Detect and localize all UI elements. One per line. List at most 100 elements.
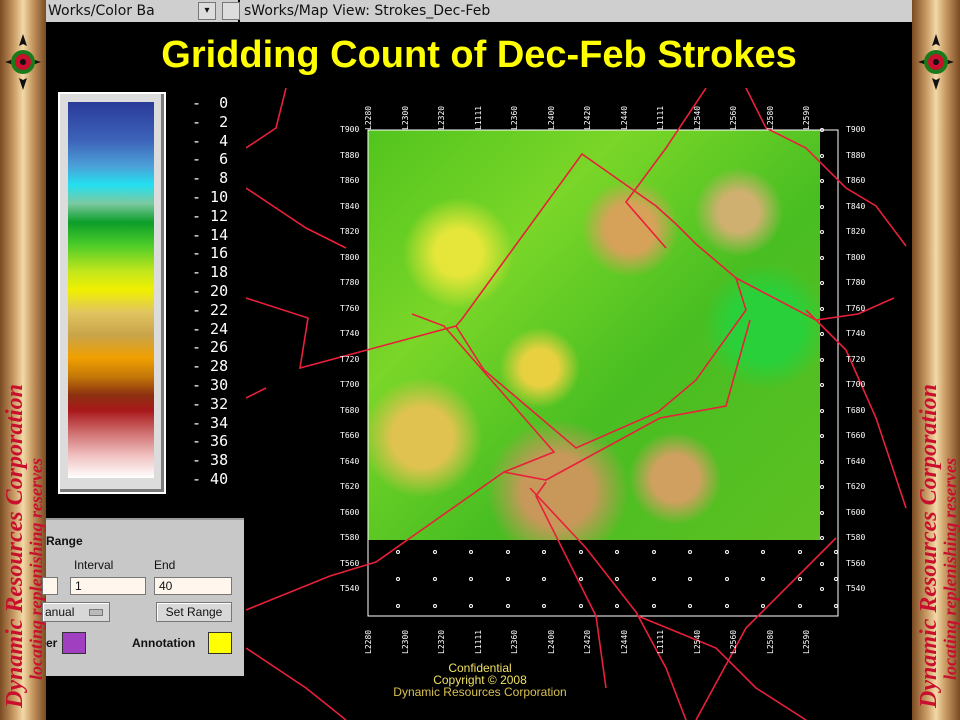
grid-node [615,604,619,608]
grid-node [820,179,824,183]
x-axis-label-bottom: L2580 [765,629,775,654]
border-color-swatch[interactable] [62,632,86,654]
y-axis-label-left: T820 [340,227,360,236]
x-axis-label-bottom: L2400 [546,629,556,654]
banner-company-name: Dynamic Resources Corporation [2,384,29,708]
grid-node [834,577,838,581]
y-axis-label-left: T780 [340,278,360,287]
grid-node [820,255,824,260]
grid-node [797,604,802,608]
y-axis-label-right: T860 [846,176,866,185]
page-title: Gridding Count of Dec-Feb Strokes [46,22,912,88]
map-overlay [246,88,907,720]
window-menu-button[interactable]: ▾ [198,2,216,20]
colorbar-tick-label: - 16 [192,244,229,263]
set-range-button[interactable]: Set Range [156,602,232,622]
grid-node [688,577,692,581]
y-axis-label-right: T760 [846,303,866,313]
colorbar-window-titlebar[interactable]: Works/Color Ba ▾ [46,0,238,23]
grid-node [820,230,824,234]
footer-line3: Dynamic Resources Corporation [393,685,567,699]
colorbar-tick-label: - 0 [192,94,229,112]
y-axis-label-right: T800 [846,252,866,262]
stroke-count-heatmap [368,130,820,540]
annotation-color-swatch[interactable] [208,632,232,654]
start-field[interactable] [42,577,58,595]
mapview-window-title: sWorks/Map View: Strokes_Dec-Feb [244,3,491,19]
colorbar-tick-label: - 40 [192,470,229,488]
grid-node [820,281,824,285]
grid-node [820,485,824,489]
y-axis-label-right: T640 [846,456,866,466]
grid-node [578,604,583,608]
colorbar-tick-label: - 12 [192,206,229,225]
mode-select-value: anual [45,605,75,619]
y-axis-label-left: T700 [340,380,360,389]
x-axis-label-top: L2560 [729,105,738,130]
y-axis-label-right: T580 [846,533,866,542]
y-axis-label-left: T800 [340,252,360,262]
y-axis-label-right: T720 [846,354,866,364]
y-axis-label-left: T600 [340,507,360,517]
range-section-label: Range [46,534,83,548]
y-axis-label-left: T560 [340,558,360,568]
company-logo-icon-right [918,34,954,90]
grid-node [797,577,802,581]
y-axis-label-right: T700 [846,380,866,389]
grid-node [432,604,437,608]
left-banner: Dynamic Resources Corporation locating r… [0,0,46,720]
annotation-label: Annotation [132,636,196,650]
colorbar-tick-label: - 38 [192,451,229,470]
mode-select[interactable]: anual [42,602,110,622]
grid-node [615,550,619,554]
grid-node [820,153,824,158]
x-axis-label-top: L2580 [765,105,775,130]
y-axis-label-left: T680 [340,405,360,415]
grid-node [761,604,765,608]
y-axis-label-right: T540 [846,584,866,593]
y-axis-label-right: T900 [846,125,866,134]
x-axis-label-bottom: L2420 [583,629,592,654]
colorbar-window-title: Works/Color Ba [48,3,155,19]
grid-node [820,510,824,515]
x-axis-label-top: L2540 [692,105,702,130]
window-control-button[interactable] [222,2,240,20]
grid-node [820,128,824,132]
grid-node [469,550,473,554]
county-boundaries [246,88,907,720]
x-axis-label-top: L2420 [583,105,592,130]
grid-node [505,604,510,608]
grid-node [761,577,765,581]
colorbar-tick-label: - 20 [192,282,229,300]
end-field[interactable]: 40 [154,577,232,595]
grid-node [724,604,729,608]
y-axis-label-right: T600 [846,507,866,517]
interval-field[interactable]: 1 [70,577,146,595]
colorbar-tick-label: - 18 [192,263,229,282]
colorbar-gradient [68,102,154,478]
y-axis-label-right: T560 [846,558,866,568]
colorbar-tick-label: - 28 [192,357,229,376]
grid-node [542,604,546,608]
grid-node [396,577,400,581]
colorbar-tick-label: - 14 [192,225,229,244]
grid-node [820,434,824,438]
x-axis-label-top: L1111 [473,105,483,130]
grid-node [688,550,692,554]
interval-label: Interval [74,558,114,572]
grid-node [820,408,824,413]
colorbar-tick-label: - 26 [192,338,229,357]
grid-node [820,332,824,336]
mapview-window-titlebar[interactable]: sWorks/Map View: Strokes_Dec-Feb [222,0,912,23]
y-axis-label-right: T880 [846,150,866,160]
x-axis-label-top: L2280 [364,105,373,130]
colorbar-tick-label: - 32 [192,394,229,413]
grid-node [820,587,824,591]
banner-company-name-right: Dynamic Resources Corporation [916,383,942,708]
grid-node [578,577,583,581]
grid-node [797,550,802,554]
footer-line1: Confidential [448,661,512,675]
x-axis-label-bottom: L2280 [364,629,373,654]
grid-node [820,383,824,387]
x-axis-label-top: L2400 [546,105,556,130]
